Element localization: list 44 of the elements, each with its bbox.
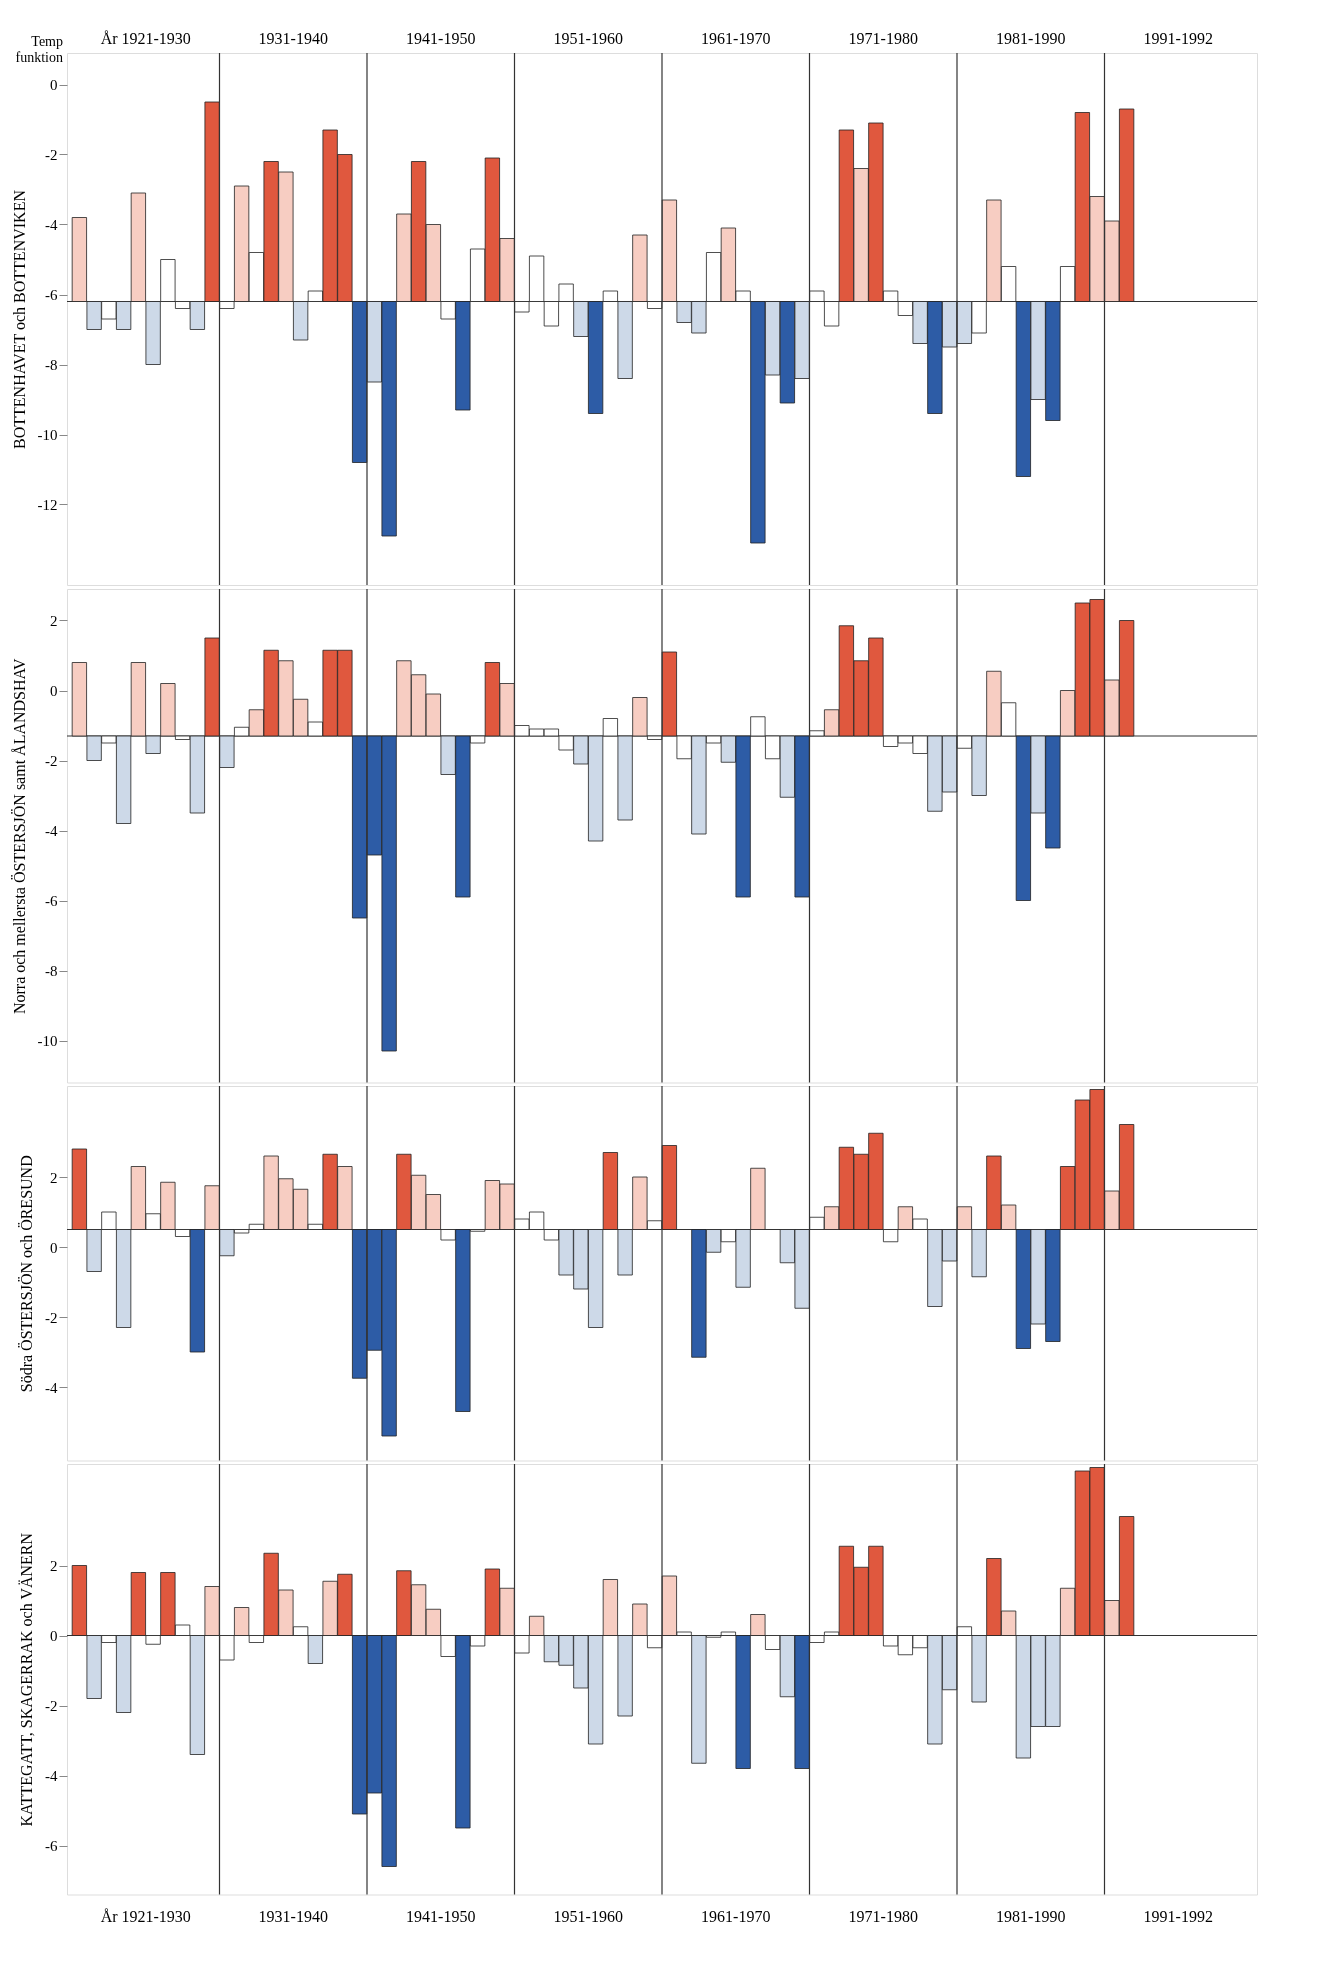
y-tick-label: -8 (45, 357, 58, 373)
y-tick-label: -4 (45, 1379, 58, 1396)
y-tick-label: 0 (50, 77, 58, 93)
text: 1961-1970 (701, 30, 771, 47)
y-tick-label: -2 (45, 753, 58, 769)
y-tick-label: -2 (45, 147, 58, 163)
y-tick-label: 0 (50, 1239, 58, 1256)
text: 1991-1992 (1143, 1907, 1213, 1925)
text: 1961-1970 (701, 1907, 771, 1925)
y-tick-label: -4 (45, 217, 58, 233)
y-tick-label: -2 (45, 1698, 58, 1714)
text: År 1921-1930 (100, 30, 191, 47)
y-tick-label: -4 (45, 823, 58, 839)
y-tick-label: -4 (45, 1768, 58, 1784)
y-axis-title: Norra och mellersta ÖSTERSJÖN samt ÅLANDSHAV (10, 657, 28, 1015)
y-tick-label: -12 (37, 497, 58, 513)
text: 1981-1990 (996, 30, 1066, 47)
text: År 1921-1930 (100, 1907, 191, 1925)
text: 1951-1960 (553, 1907, 623, 1925)
y-axis-title: KATTEGATT, SKAGERRAK och VÄNERN (18, 1532, 35, 1827)
y-tick-label: -10 (37, 427, 58, 443)
y-tick-label: 2 (50, 1169, 58, 1186)
text: 1941-1950 (406, 1907, 476, 1925)
y-tick-label: -6 (45, 287, 58, 303)
text: 1981-1990 (996, 1907, 1066, 1925)
text: 1931-1940 (258, 30, 328, 47)
y-tick-label: -2 (45, 1309, 58, 1326)
y-tick-label: 0 (50, 683, 58, 699)
y-axis-title: Södra ÖSTERSJÖN och ÖRESUND (18, 1155, 35, 1393)
text: 1971-1980 (848, 1907, 918, 1925)
y-tick-label: -6 (45, 1838, 58, 1854)
text: 1941-1950 (406, 30, 476, 47)
y-tick-label: 0 (50, 1628, 58, 1644)
text: 1991-1992 (1143, 30, 1213, 47)
y-tick-label: -6 (45, 893, 58, 909)
y-tick-label: -8 (45, 963, 58, 979)
y-tick-label: -10 (37, 1033, 58, 1049)
text: 1951-1960 (553, 30, 623, 47)
y-tick-label: 2 (50, 613, 58, 629)
y-axis-title: BOTTENHAVET och BOTTENVIKEN (10, 189, 28, 449)
text: 1931-1940 (258, 1907, 328, 1925)
y-tick-label: 2 (50, 1558, 58, 1574)
text: 1971-1980 (848, 30, 918, 47)
text: Temp funktion (15, 34, 63, 65)
